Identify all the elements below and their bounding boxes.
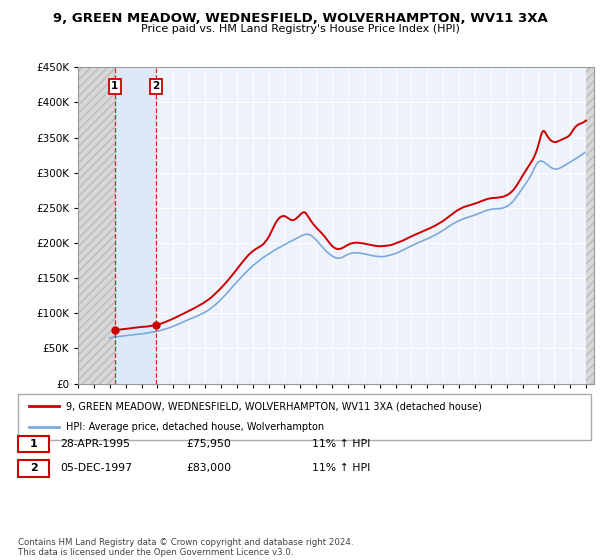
Text: £75,950: £75,950 [186, 439, 231, 449]
Bar [586, 67, 594, 384]
Text: 9, GREEN MEADOW, WEDNESFIELD, WOLVERHAMPTON, WV11 3XA: 9, GREEN MEADOW, WEDNESFIELD, WOLVERHAMP… [53, 12, 547, 25]
Text: £83,000: £83,000 [186, 463, 231, 473]
Text: 2: 2 [30, 463, 37, 473]
Text: 11% ↑ HPI: 11% ↑ HPI [312, 463, 370, 473]
Text: 2: 2 [152, 81, 160, 91]
Bar [115, 67, 156, 384]
Text: 28-APR-1995: 28-APR-1995 [60, 439, 130, 449]
Text: 11% ↑ HPI: 11% ↑ HPI [312, 439, 370, 449]
Text: 9, GREEN MEADOW, WEDNESFIELD, WOLVERHAMPTON, WV11 3XA (detached house): 9, GREEN MEADOW, WEDNESFIELD, WOLVERHAMP… [66, 401, 482, 411]
Text: 1: 1 [30, 439, 37, 449]
Text: 1: 1 [111, 81, 118, 91]
Bar [78, 67, 115, 384]
Text: Price paid vs. HM Land Registry's House Price Index (HPI): Price paid vs. HM Land Registry's House … [140, 24, 460, 34]
Text: Contains HM Land Registry data © Crown copyright and database right 2024.
This d: Contains HM Land Registry data © Crown c… [18, 538, 353, 557]
Text: 05-DEC-1997: 05-DEC-1997 [60, 463, 132, 473]
Text: HPI: Average price, detached house, Wolverhampton: HPI: Average price, detached house, Wolv… [66, 422, 324, 432]
